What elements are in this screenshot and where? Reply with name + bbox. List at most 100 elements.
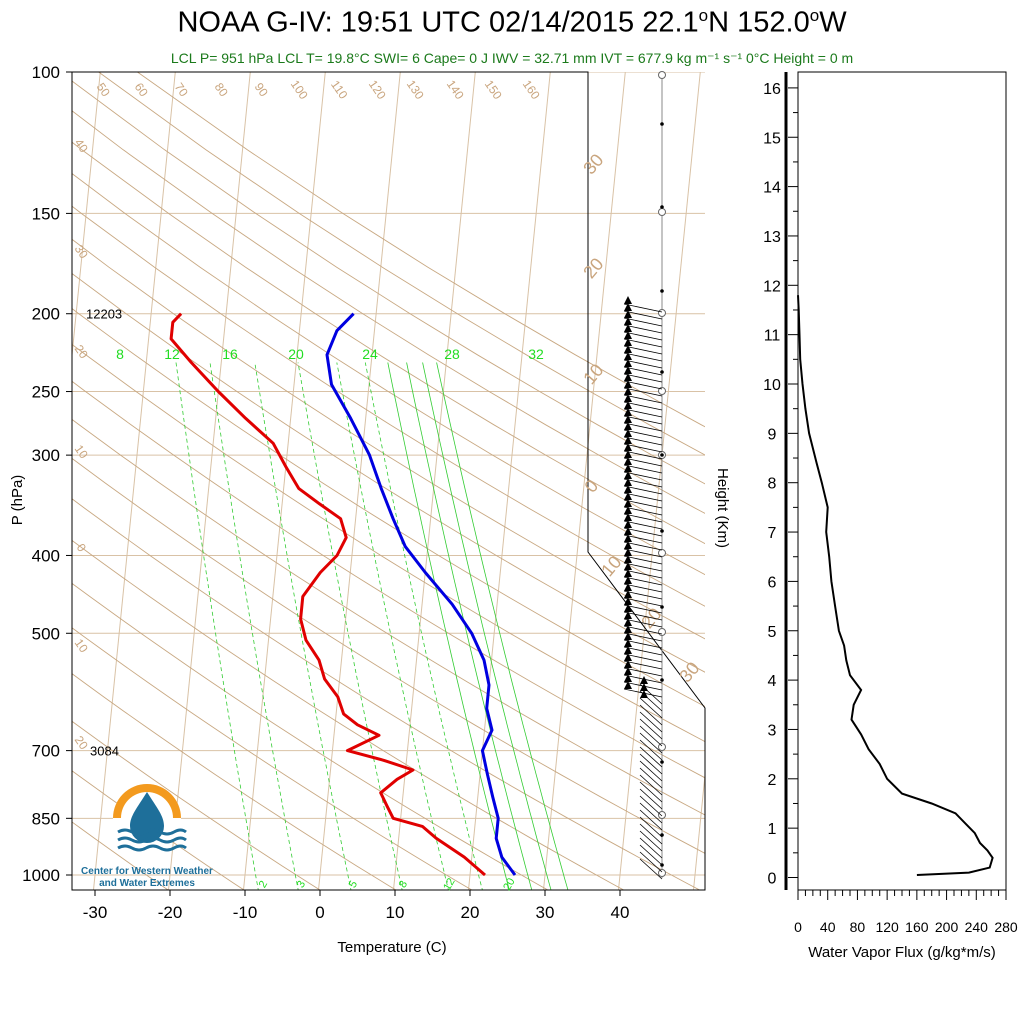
dry-adiabat-line: [72, 205, 705, 607]
isotherm-label: 10: [579, 360, 607, 388]
mixing-ratio-label: 20: [288, 346, 304, 362]
flux-y-tick-label: 4: [768, 673, 777, 690]
logo-wave: [117, 844, 187, 852]
dry-adiabat-line: [72, 238, 705, 640]
wind-barb: [639, 746, 663, 768]
calm-wind-circle: [658, 208, 666, 216]
wind-barb-flag: [624, 457, 632, 465]
wind-barb: [623, 639, 663, 649]
wind-barb-flag: [624, 576, 632, 584]
isotherm-line: [72, 72, 101, 361]
calm-wind-circle: [658, 71, 666, 79]
mixing-ratio-label: 5: [347, 879, 360, 890]
wind-barb: [623, 324, 663, 334]
wind-barb: [623, 464, 663, 474]
wind-barb-flag: [624, 296, 632, 304]
wind-barb-flag: [624, 331, 632, 339]
flux-y-tick-label: 5: [768, 624, 777, 641]
wind-barb-flag: [624, 310, 632, 318]
wind-barb: [623, 632, 663, 642]
wind-barb: [623, 366, 663, 376]
wind-barb: [623, 345, 663, 355]
x-tick-label: 30: [536, 903, 555, 922]
mixing-ratio-line: [254, 362, 352, 890]
wind-barb-flag: [624, 422, 632, 430]
wind-barb: [623, 590, 663, 600]
wind-barb: [623, 618, 663, 628]
flux-y-tick-label: 10: [763, 377, 781, 394]
title-lon: N 152.0: [708, 6, 810, 39]
wind-barb: [639, 851, 663, 873]
height-annotation: 3084: [90, 744, 119, 759]
wind-barb: [639, 697, 663, 719]
y-tick-label: 100: [32, 63, 60, 82]
wind-barb-flag: [624, 569, 632, 577]
isotherm-label: 0: [581, 476, 603, 497]
wind-barb: [639, 823, 663, 845]
flux-y-tick-label: 7: [768, 525, 777, 542]
degree-symbol: o: [698, 6, 709, 25]
flux-x-tick-label: 0: [794, 919, 802, 935]
wind-barb: [623, 373, 663, 383]
wind-barb-flag: [624, 604, 632, 612]
wind-barb-flag: [624, 653, 632, 661]
wind-barb-flag: [624, 380, 632, 388]
flux-y-tick-label: 1: [768, 821, 777, 838]
wind-barb-flag: [624, 450, 632, 458]
mixing-ratio-line: [436, 362, 569, 890]
mixing-ratio-line: [297, 362, 403, 890]
wind-dot: [660, 453, 664, 457]
flux-y-tick-label: 12: [763, 278, 781, 295]
mixing-ratio-line: [209, 362, 299, 890]
dry-adiabat-label: 120: [366, 77, 389, 102]
wind-barb-flag: [624, 303, 632, 311]
wind-barb-flag: [624, 485, 632, 493]
chart-subtitle: LCL P= 951 hPa LCL T= 19.8°C SWI= 6 Cape…: [170, 50, 854, 66]
wind-dot: [660, 678, 664, 682]
wind-barb-flag: [624, 646, 632, 654]
wind-dot: [660, 205, 664, 209]
dry-adiabat-line: [72, 173, 705, 576]
dry-adiabat-label: 150: [482, 77, 505, 102]
isotherm-label: 10: [597, 552, 625, 580]
wind-barb-flag: [624, 429, 632, 437]
flux-y-tick-label: 14: [763, 180, 781, 197]
flux-y-tick-label: 13: [763, 229, 781, 246]
calm-wind-circle: [658, 628, 666, 636]
wind-barb: [623, 555, 663, 565]
flux-y-tick-label: 8: [768, 476, 777, 493]
wind-barb: [639, 802, 663, 824]
dry-adiabat-line: [72, 539, 625, 890]
mixing-ratio-label: 8: [397, 879, 410, 890]
isotherm-label: 30: [72, 242, 91, 261]
flux-x-tick-label: 80: [850, 919, 866, 935]
wind-barb-flag: [624, 471, 632, 479]
flux-x-tick-label: 160: [905, 919, 929, 935]
dry-adiabat-label: 60: [132, 80, 151, 99]
flux-y-tick-label: 15: [763, 130, 781, 147]
wind-barb-flag: [624, 667, 632, 675]
wind-barb: [639, 858, 663, 880]
wind-barb: [623, 471, 663, 481]
wind-barb-flag: [624, 443, 632, 451]
y-tick-label: 150: [32, 204, 60, 223]
wind-dot: [660, 529, 664, 533]
flux-x-axis-label: Water Vapor Flux (g/kg*m/s): [808, 944, 996, 961]
isotherm-line: [317, 72, 401, 890]
wind-barb-flag: [624, 387, 632, 395]
wind-barb-flag: [624, 338, 632, 346]
wind-barb: [639, 725, 663, 747]
wind-barb: [623, 310, 663, 320]
wind-barb: [623, 443, 663, 453]
wind-barb: [639, 732, 663, 754]
wind-barb-flag: [624, 625, 632, 633]
wind-barb-flag: [624, 436, 632, 444]
temperature-profile: [169, 312, 486, 877]
page-title: NOAA G-IV: 19:51 UTC 02/14/2015 22.1oN 1…: [0, 6, 1024, 40]
calm-wind-circle: [658, 743, 666, 751]
wind-barb: [623, 436, 663, 446]
mixing-ratio-label: 20: [501, 876, 518, 893]
wind-barb: [623, 506, 663, 516]
dry-adiabat-line: [72, 141, 705, 545]
wind-barb: [639, 830, 663, 852]
